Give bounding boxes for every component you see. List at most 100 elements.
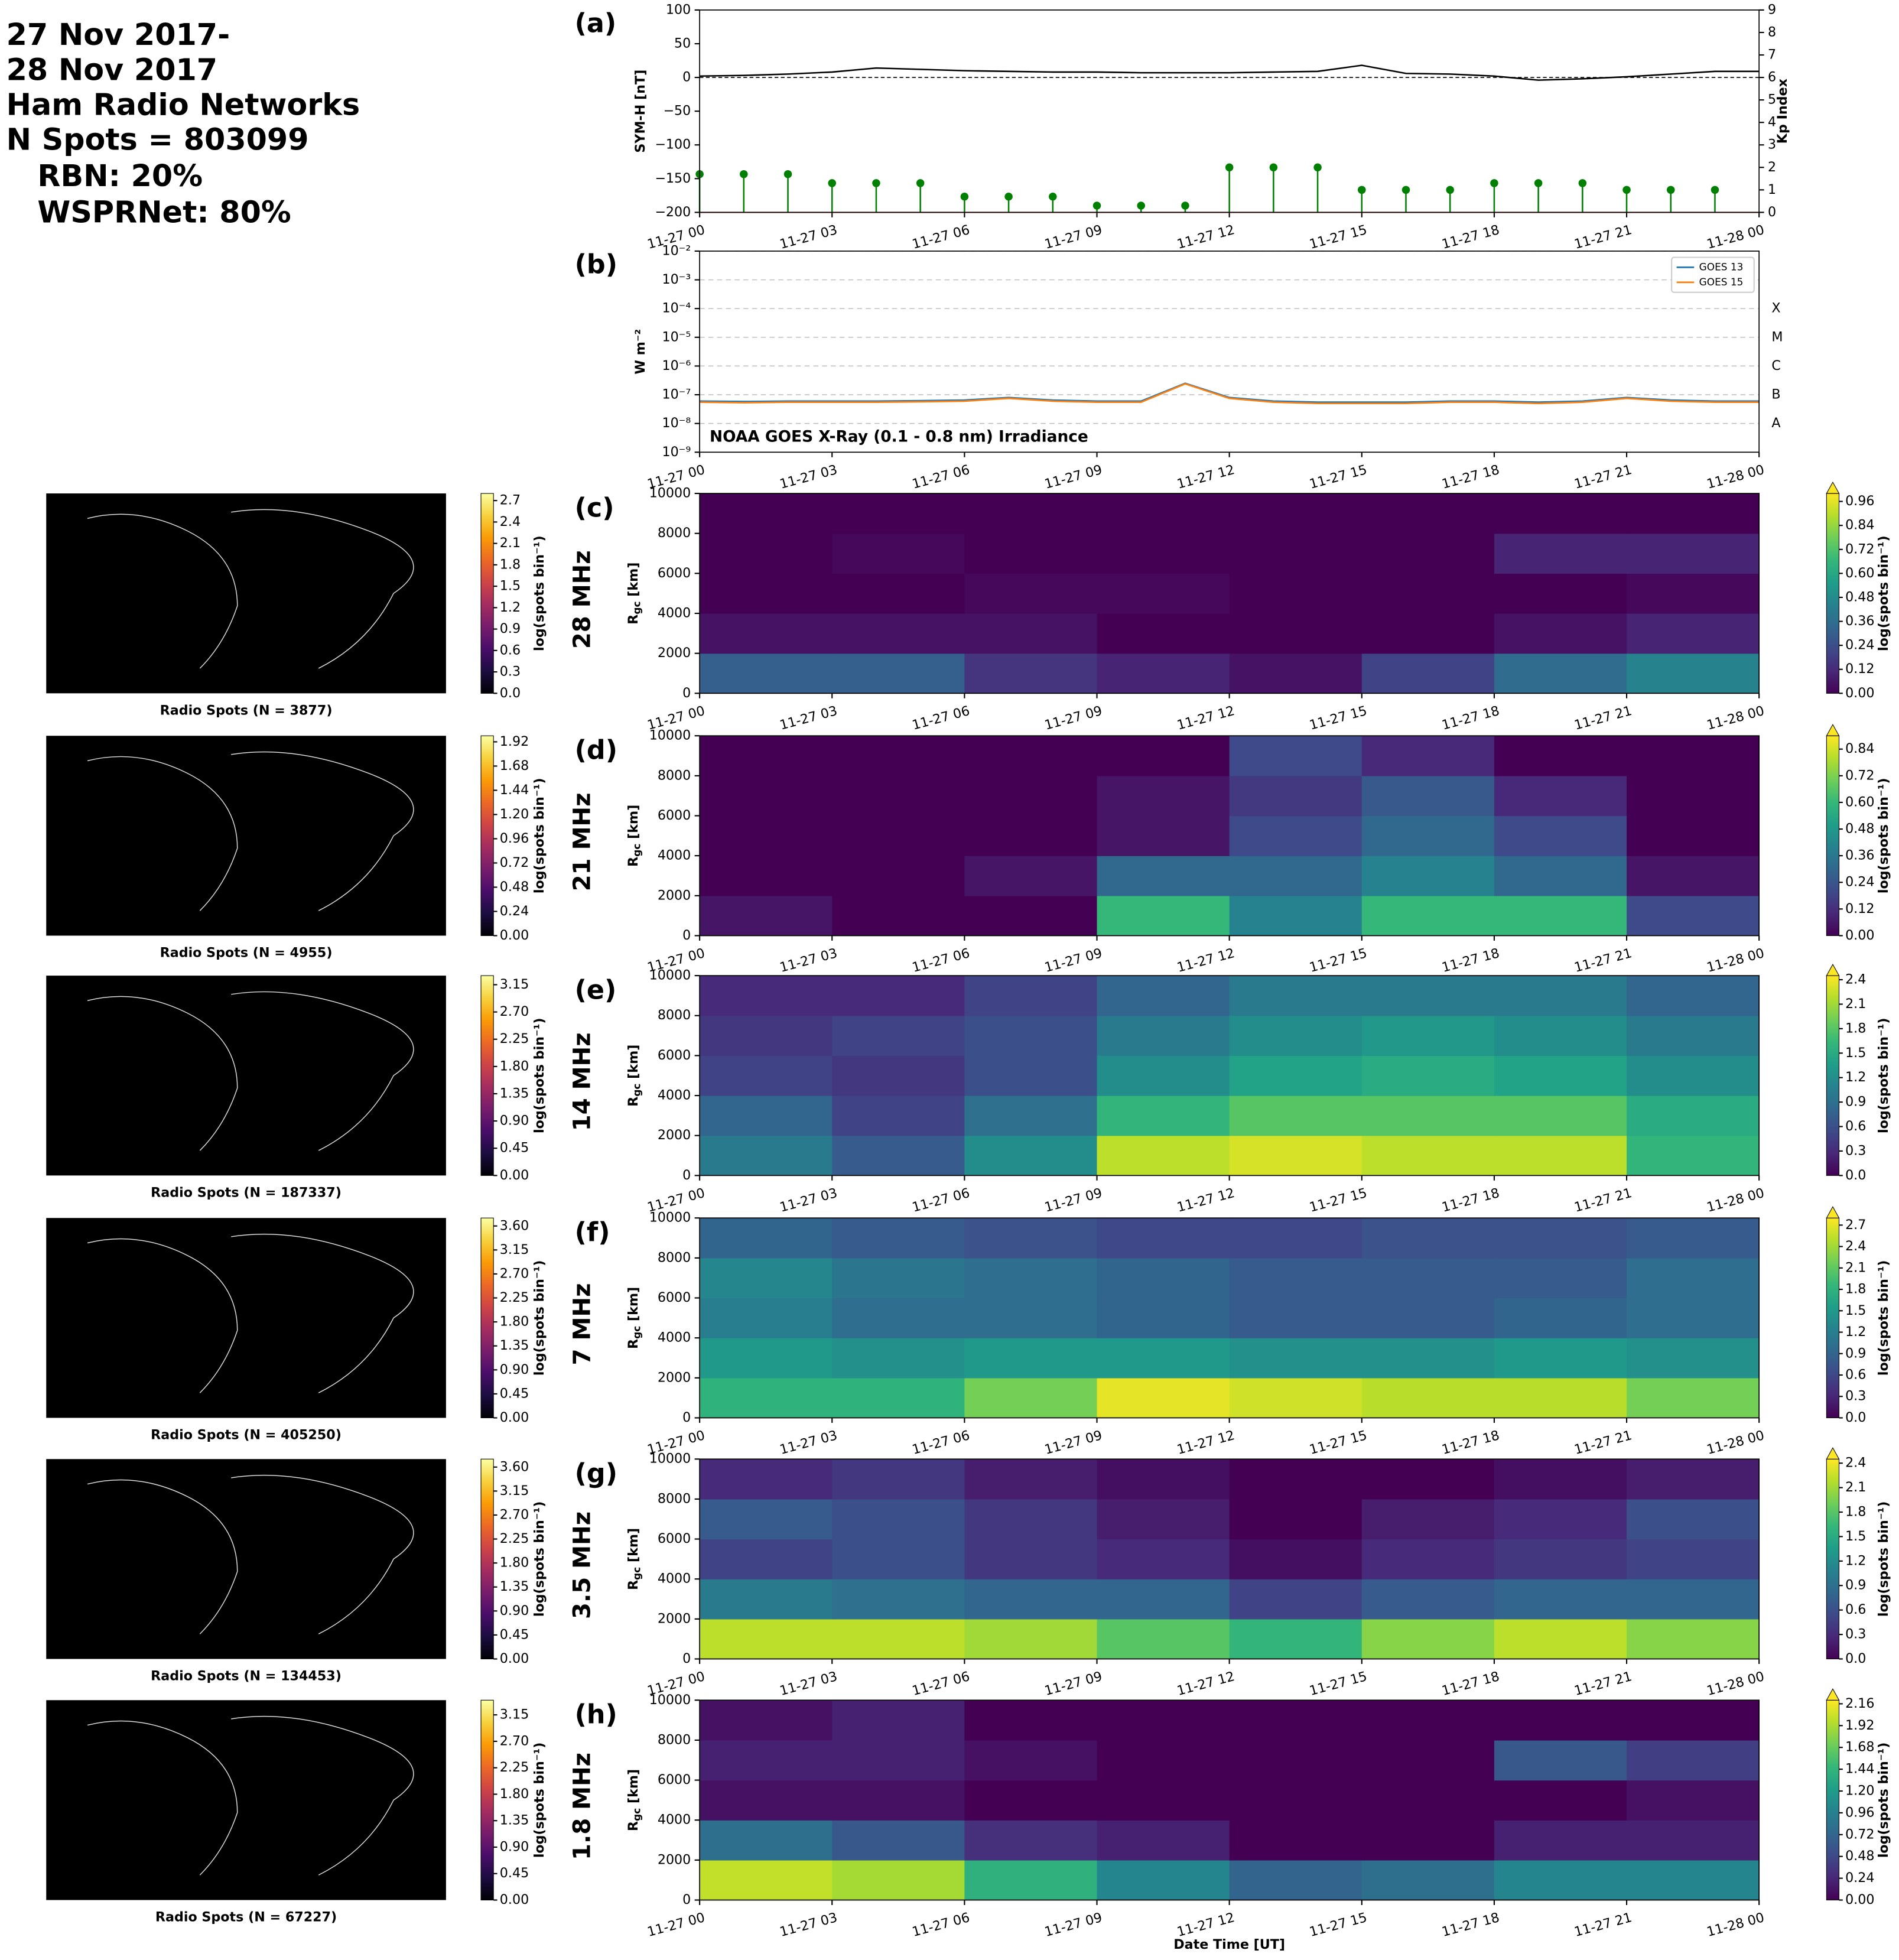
x-tick-label: 11-27 12 — [1175, 222, 1236, 252]
y-axis-label-part: [km] — [626, 1287, 641, 1326]
heat-cell — [700, 1700, 833, 1741]
heat-cell — [1627, 1338, 1760, 1379]
colorbar-tick-label: 2.7 — [1845, 1217, 1866, 1233]
heat-cell — [964, 1740, 1098, 1781]
colorbar-tick-label: 1.68 — [1845, 1740, 1874, 1755]
y-tick-label: 0 — [682, 1168, 691, 1183]
legend-box — [1671, 256, 1755, 293]
x-tick-label: 11-27 09 — [1043, 1185, 1104, 1215]
map-colorbar-tick-label: 0.45 — [500, 1627, 529, 1642]
heat-cell — [1229, 895, 1363, 937]
axes-frame — [699, 1217, 1760, 1419]
heat-cell — [1097, 976, 1230, 1016]
heat-cell — [1097, 573, 1230, 614]
heat-cell — [1097, 1740, 1230, 1781]
y-axis-label-part: R — [626, 1821, 641, 1831]
heat-cell — [832, 775, 965, 817]
heat-cell — [832, 1499, 965, 1540]
y-tick-label: 10⁻⁶ — [662, 358, 691, 373]
colorbar-tick-label: 1.5 — [1845, 1045, 1866, 1061]
x-tick-label: 11-27 21 — [1573, 703, 1634, 733]
colorbar-label: log(spots bin⁻¹) — [1876, 1018, 1891, 1133]
map-colorbar-label: log(spots bin⁻¹) — [532, 1743, 547, 1858]
heat-cell — [1494, 1618, 1627, 1660]
heat-cell — [1627, 1459, 1760, 1500]
heat-cell — [700, 976, 833, 1016]
heat-cell — [1097, 1096, 1230, 1136]
colorbar-tick-label: 0.24 — [1845, 1870, 1874, 1886]
heat-cell — [964, 1096, 1098, 1136]
x-tick-label: 11-27 21 — [1573, 1185, 1634, 1215]
map-colorbar-tick-label: 2.25 — [500, 1031, 529, 1046]
colorbar-tick-label: 0.84 — [1845, 518, 1874, 533]
stem-marker — [916, 179, 925, 187]
heat-cell — [832, 856, 965, 896]
colorbar-tick-label: 2.4 — [1845, 1239, 1866, 1254]
colorbar — [1826, 493, 1840, 694]
heat-cell — [832, 1338, 965, 1379]
y-axis-label-part: gc — [630, 1326, 642, 1339]
y-axis-label: Rgc [km] — [626, 563, 643, 625]
map-colorbar-tick-label: 3.15 — [500, 1242, 529, 1257]
y-tick-label: 50 — [674, 35, 691, 51]
x-tick-label: 11-27 12 — [1175, 1910, 1236, 1940]
map-coastline — [87, 1715, 414, 1876]
x-tick-label: 11-27 09 — [1043, 222, 1104, 252]
heat-cell — [700, 613, 833, 654]
y-tick-label: 6000 — [658, 565, 691, 581]
x-tick-label: 11-27 21 — [1573, 945, 1634, 976]
heat-cell — [1229, 613, 1363, 654]
y-tick-label: 10000 — [649, 968, 691, 983]
header-line: 27 Nov 2017- — [6, 17, 230, 52]
heat-cell — [700, 1539, 833, 1579]
axes-frame — [699, 1458, 1760, 1660]
y-tick-label: −150 — [655, 171, 691, 186]
panel-label: (b) — [575, 249, 617, 279]
stem-marker — [1137, 201, 1145, 210]
heat-cell — [1229, 1539, 1363, 1579]
y-tick-label: 4000 — [658, 1088, 691, 1103]
kp-stem — [1534, 179, 1543, 213]
map-colorbar-tick-label: 1.80 — [500, 1058, 529, 1074]
header-line: RBN: 20% — [37, 158, 203, 193]
x-tick-label: 11-28 00 — [1705, 945, 1766, 976]
map-colorbar-tick-label: 2.1 — [500, 535, 521, 551]
band-label: 21 MHz — [568, 792, 596, 891]
goes-line — [700, 382, 1760, 404]
heat-cell — [700, 1135, 833, 1176]
kp-stem — [1313, 163, 1322, 213]
heat-cell — [832, 815, 965, 856]
colorbar-tick-label: 1.8 — [1845, 1020, 1866, 1036]
heat-cell — [1097, 1780, 1230, 1821]
heat-cell — [700, 1860, 833, 1901]
heat-cell — [832, 1860, 965, 1901]
colorbar-tick-label: 0.12 — [1845, 661, 1874, 677]
x-tick-label: 11-27 03 — [778, 462, 839, 492]
colorbar-tick-label: 1.2 — [1845, 1324, 1866, 1340]
x-tick-label: 11-27 09 — [1043, 945, 1104, 976]
header-line: Ham Radio Networks — [6, 87, 360, 122]
x-tick-label: 11-28 00 — [1705, 222, 1766, 252]
heat-cell — [832, 976, 965, 1016]
y2-tick-label: 2 — [1768, 160, 1776, 175]
x-tick-label: 11-28 00 — [1705, 462, 1766, 492]
colorbar-tick-label: 0.00 — [1845, 1892, 1874, 1907]
panel-label: (e) — [575, 976, 617, 1006]
x-tick-label: 11-27 18 — [1440, 1428, 1501, 1458]
colorbar-tick-label: 0.36 — [1845, 613, 1874, 629]
stem-marker — [740, 170, 748, 178]
heat-cell — [1627, 653, 1760, 694]
heat-cell — [1361, 1579, 1495, 1620]
map-coastline — [87, 991, 414, 1151]
panel-label: (c) — [575, 493, 614, 524]
heat-cell — [1229, 736, 1363, 776]
heat-cell — [964, 1700, 1098, 1741]
x-tick-label: 11-27 12 — [1175, 1185, 1236, 1215]
map-colorbar-tick-label: 1.92 — [500, 734, 529, 749]
heat-cell — [1627, 1780, 1760, 1821]
colorbar-tick-label: 2.4 — [1845, 972, 1866, 987]
map-coastline — [87, 751, 414, 911]
heat-cell — [1494, 1377, 1627, 1419]
x-tick-label: 11-27 03 — [778, 1669, 839, 1699]
map-colorbar-tick-label: 3.60 — [500, 1459, 529, 1474]
